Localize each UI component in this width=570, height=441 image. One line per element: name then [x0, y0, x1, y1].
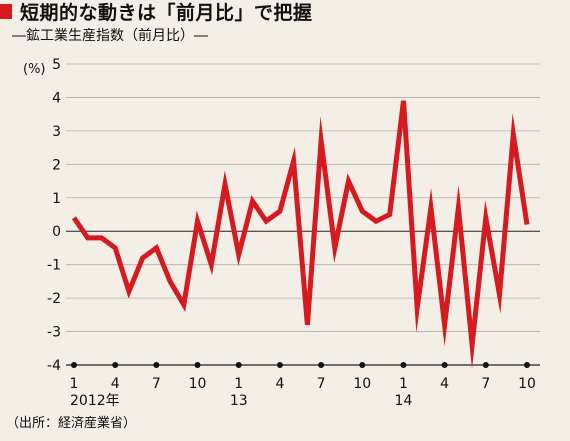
- y-axis-label: (%): [23, 62, 46, 77]
- y-tick-label: 1: [52, 191, 61, 207]
- x-tick-dot: [235, 362, 242, 368]
- chart-title: 短期的な動きは「前月比」で把握: [20, 2, 313, 24]
- x-tick-dot: [359, 362, 366, 368]
- title-marker: [0, 4, 12, 19]
- y-axis-tick-labels: 5 4 3 2 1 0 -1 -2 -3 -4: [47, 57, 61, 374]
- y-tick-label: 0: [52, 224, 61, 240]
- y-tick-label: 4: [52, 90, 61, 106]
- x-tick-dot: [194, 362, 201, 368]
- x-tick-label: 1: [70, 376, 79, 392]
- y-tick-label: -4: [47, 358, 61, 374]
- x-tick-dot: [400, 362, 407, 368]
- x-tick-label: 7: [152, 376, 161, 392]
- series-polyline: [71, 100, 530, 370]
- x-tick-label: 1: [234, 376, 243, 392]
- x-tick-dot: [318, 362, 325, 368]
- y-tick-label: -2: [47, 291, 61, 307]
- x-tick-dot: [441, 362, 448, 368]
- x-tick-label: 4: [440, 376, 449, 392]
- chart-subtitle: ―鉱工業生産指数（前月比）―: [12, 28, 208, 44]
- y-tick-label: -3: [47, 325, 61, 341]
- x-tick-dot: [276, 362, 283, 368]
- x-tick-dot: [524, 362, 530, 368]
- year-label: 14: [395, 393, 413, 409]
- x-tick-label: 1: [399, 376, 408, 392]
- x-tick-label: 4: [275, 376, 284, 392]
- year-label: 2012年: [70, 393, 120, 409]
- source-note: （出所：経済産業省）: [6, 416, 137, 431]
- x-tick-label: 7: [317, 376, 326, 392]
- y-tick-label: 3: [52, 124, 61, 140]
- year-label: 13: [230, 393, 248, 409]
- x-tick-label: 10: [189, 376, 207, 392]
- x-tick-dot: [112, 362, 119, 368]
- x-tick-dot: [482, 362, 489, 368]
- series-line: [71, 100, 530, 370]
- x-tick-label: 10: [518, 376, 536, 392]
- x-tick-label: 7: [481, 376, 490, 392]
- x-tick-dot: [153, 362, 160, 368]
- y-tick-label: 2: [52, 157, 61, 173]
- y-tick-label: -1: [47, 258, 61, 274]
- y-tick-label: 5: [52, 57, 61, 73]
- x-tick-label: 4: [111, 376, 120, 392]
- x-tick-dot: [71, 362, 77, 368]
- x-tick-label: 10: [353, 376, 371, 392]
